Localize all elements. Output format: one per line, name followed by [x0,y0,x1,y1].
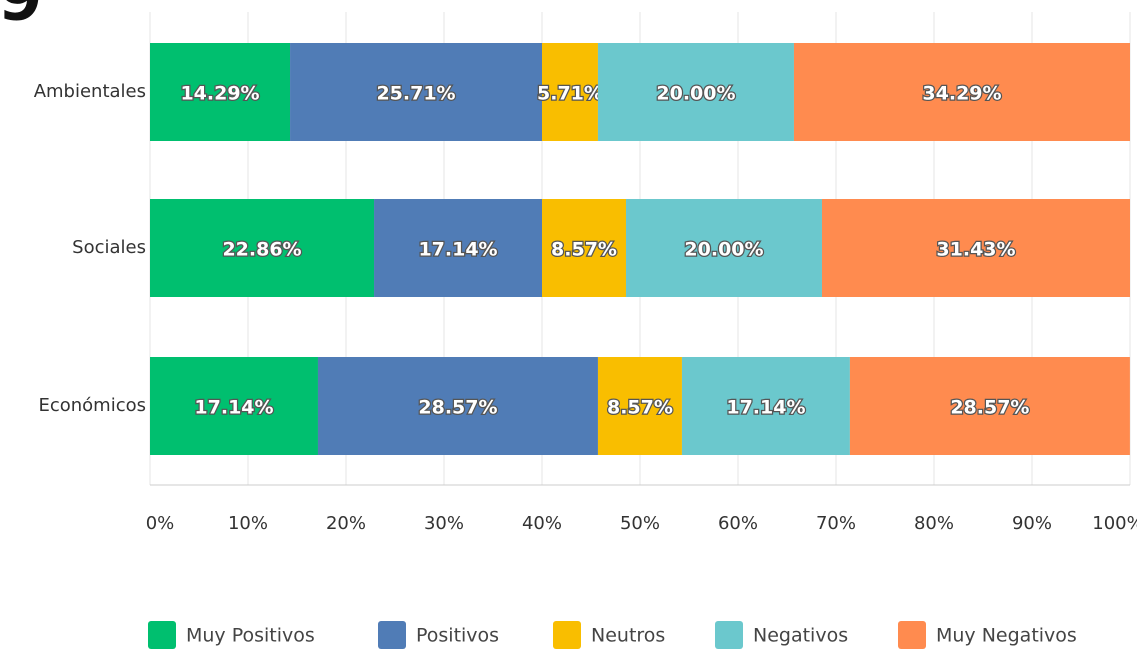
bar-segment [849,357,1130,455]
x-tick-label: 70% [816,513,856,534]
value-label: 22.86% [222,239,301,261]
legend-label: Muy Positivos [186,625,315,647]
x-tick-label: 0% [146,513,175,534]
value-label: 31.43% [936,239,1015,261]
legend-label: Negativos [753,625,848,647]
x-tick-label: 20% [326,513,366,534]
legend-swatch [898,621,926,649]
value-label: 28.57% [950,397,1029,419]
legend-swatch [148,621,176,649]
chart-title: 9 [0,0,43,36]
y-tick-label: Sociales [72,237,146,258]
value-label: 8.57% [607,397,673,419]
bar-segment [597,357,682,455]
x-tick-label: 50% [620,513,660,534]
bar-segment [821,199,1130,297]
value-label: 17.14% [194,397,273,419]
bar-segment [681,357,850,455]
value-label: 14.29% [180,83,259,105]
bar-segment [317,357,598,455]
legend-swatch [553,621,581,649]
bar-segment [793,43,1130,141]
legend-label: Neutros [591,625,665,647]
value-label: 8.57% [551,239,617,261]
value-label: 25.71% [376,83,455,105]
bar-segment [150,43,291,141]
x-tick-label: 90% [1012,513,1052,534]
legend-label: Positivos [416,625,499,647]
y-tick-label: Económicos [38,395,146,416]
bar-segment [542,43,598,141]
value-label: 20.00% [656,83,735,105]
bar-segment [625,199,822,297]
value-label: 17.14% [726,397,805,419]
x-tick-label: 100% [1092,513,1137,534]
bar-segment [290,43,542,141]
bar-segment [597,43,794,141]
value-label: 17.14% [418,239,497,261]
value-label: 20.00% [684,239,763,261]
bar-segment [374,199,542,297]
bar-segment [542,199,626,297]
y-tick-label: Ambientales [34,81,146,102]
legend-swatch [715,621,743,649]
legend-label: Muy Negativos [936,625,1077,647]
x-tick-label: 10% [228,513,268,534]
x-tick-label: 40% [522,513,562,534]
bar-segment [150,357,318,455]
bar-segment [150,199,375,297]
value-label: 5.71% [537,83,603,105]
x-tick-label: 60% [718,513,758,534]
legend-swatch [378,621,406,649]
value-label: 28.57% [418,397,497,419]
x-tick-label: 80% [914,513,954,534]
x-tick-label: 30% [424,513,464,534]
value-label: 34.29% [922,83,1001,105]
